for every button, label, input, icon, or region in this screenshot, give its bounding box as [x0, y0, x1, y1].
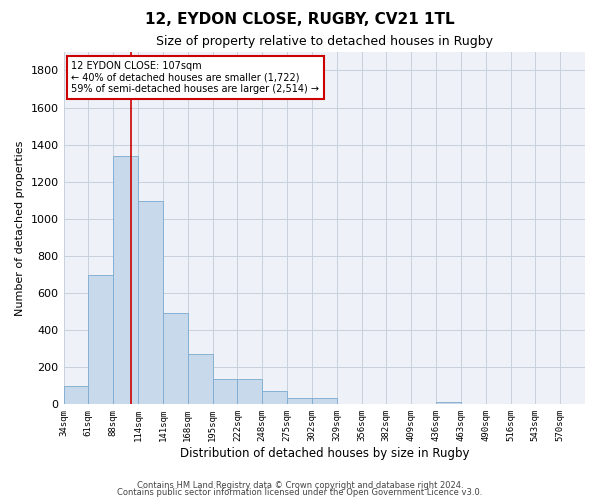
Text: 12, EYDON CLOSE, RUGBY, CV21 1TL: 12, EYDON CLOSE, RUGBY, CV21 1TL — [145, 12, 455, 28]
Text: 12 EYDON CLOSE: 107sqm
← 40% of detached houses are smaller (1,722)
59% of semi-: 12 EYDON CLOSE: 107sqm ← 40% of detached… — [71, 61, 319, 94]
Bar — [262, 392, 287, 404]
Bar — [312, 398, 337, 404]
X-axis label: Distribution of detached houses by size in Rugby: Distribution of detached houses by size … — [179, 447, 469, 460]
Bar — [64, 386, 88, 404]
Text: Contains HM Land Registry data © Crown copyright and database right 2024.: Contains HM Land Registry data © Crown c… — [137, 480, 463, 490]
Title: Size of property relative to detached houses in Rugby: Size of property relative to detached ho… — [156, 35, 493, 48]
Bar — [188, 354, 212, 405]
Bar — [138, 201, 163, 404]
Bar — [88, 274, 113, 404]
Bar — [238, 380, 262, 404]
Bar — [436, 402, 461, 404]
Y-axis label: Number of detached properties: Number of detached properties — [15, 140, 25, 316]
Text: Contains public sector information licensed under the Open Government Licence v3: Contains public sector information licen… — [118, 488, 482, 497]
Bar — [113, 156, 138, 404]
Bar — [287, 398, 312, 404]
Bar — [212, 380, 238, 404]
Bar — [163, 314, 188, 404]
